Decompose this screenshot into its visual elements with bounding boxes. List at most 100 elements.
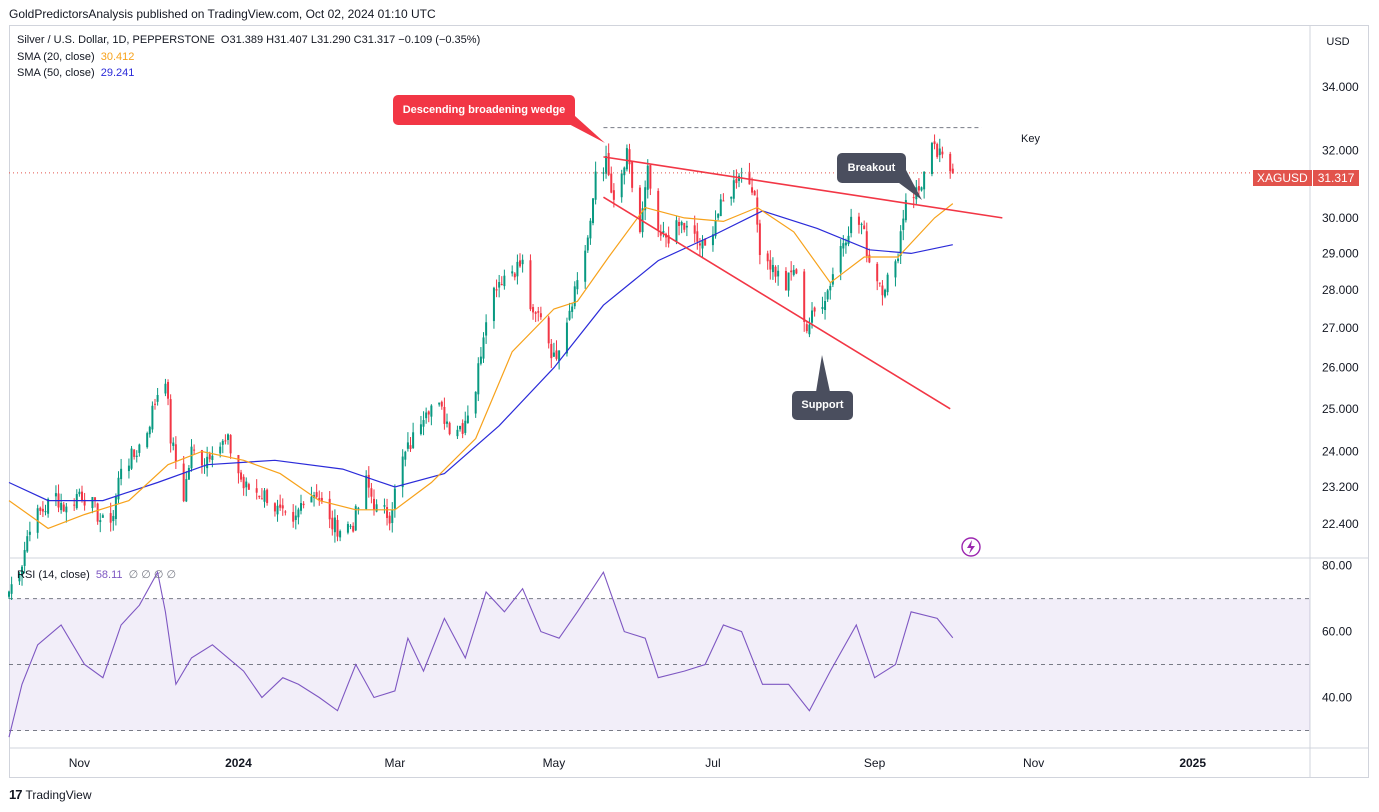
candle-body <box>461 423 464 434</box>
candle-body <box>899 231 902 256</box>
trendline-upper <box>603 156 1003 219</box>
candle-body <box>211 455 214 460</box>
candle-body <box>339 531 342 538</box>
publisher-line: GoldPredictorsAnalysis published on Trad… <box>9 7 436 21</box>
candle-body <box>44 511 47 513</box>
candle-body <box>130 448 133 469</box>
sma50-label: SMA (50, close) <box>17 67 95 79</box>
candle-body <box>748 171 751 185</box>
candle-body <box>649 165 652 189</box>
candle-body <box>117 477 120 500</box>
currency-selector[interactable]: USD <box>1326 36 1350 48</box>
candle-body <box>829 285 832 291</box>
candle-body <box>373 498 376 511</box>
candle-body <box>148 426 151 435</box>
candle-body <box>730 196 733 199</box>
candle-body <box>109 513 112 523</box>
time-tick-label: 2025 <box>1179 756 1206 770</box>
candle-body <box>857 216 860 225</box>
candle-body <box>349 525 352 527</box>
price-tick-label: 34.000 <box>1322 80 1359 94</box>
candle-body <box>842 243 845 249</box>
sma50-legend[interactable]: SMA (50, close) 29.241 <box>17 67 134 79</box>
wedge-callout[interactable]: Descending broadening wedge <box>393 95 575 125</box>
rsi-label: RSI (14, close) <box>17 569 90 581</box>
candle-body <box>659 232 662 236</box>
candle-body <box>41 508 44 512</box>
candle-body <box>78 491 81 495</box>
candle-body <box>714 220 717 237</box>
tradingview-logo-icon: 17 <box>9 787 23 802</box>
candle-body <box>185 479 188 502</box>
candle-body <box>383 505 386 507</box>
trendline-lower <box>603 196 951 410</box>
price-tick-label: 29.000 <box>1322 246 1359 260</box>
candle-body <box>623 167 626 176</box>
candle-body <box>826 290 829 300</box>
candle-body <box>521 259 524 265</box>
ohlc-values: O31.389 H31.407 L31.290 C31.317 −0.109 (… <box>220 34 481 46</box>
candle-body <box>534 312 537 314</box>
candle-body <box>839 246 842 273</box>
candle-body <box>625 148 628 170</box>
rsi-line <box>8 570 954 738</box>
candle-body <box>456 429 459 437</box>
flash-icon <box>961 537 981 557</box>
candle-body <box>923 171 926 190</box>
candle-body <box>511 271 514 274</box>
candle-body <box>495 289 498 291</box>
candle-body <box>805 324 808 332</box>
candle-body <box>753 191 756 196</box>
candle-body <box>206 456 209 469</box>
candle-body <box>266 489 269 504</box>
candle-body <box>503 275 506 287</box>
candle-body <box>112 515 115 522</box>
breakout-callout[interactable]: Breakout <box>837 153 906 183</box>
candle-body <box>318 497 321 500</box>
candle-body <box>229 435 232 454</box>
time-tick-label: Sep <box>864 756 886 770</box>
candle-body <box>565 322 568 354</box>
candle-body <box>263 490 266 502</box>
candle-body <box>529 260 532 310</box>
candle-body <box>242 476 245 489</box>
key-label: Key <box>1021 133 1040 145</box>
candle-body <box>821 306 824 310</box>
candle-body <box>459 425 462 430</box>
candle-body <box>370 488 373 497</box>
candle-body <box>844 242 847 246</box>
candle-body <box>412 432 415 448</box>
candle-body <box>401 456 404 488</box>
candle-body <box>320 497 323 501</box>
candle-body <box>73 504 76 506</box>
sma20-legend[interactable]: SMA (20, close) 30.412 <box>17 51 134 63</box>
candle-body <box>331 517 334 530</box>
sma20-value: 30.412 <box>100 51 135 63</box>
candle-body <box>951 168 954 173</box>
candle-body <box>902 218 905 230</box>
candle-body <box>787 272 790 291</box>
candle-body <box>537 311 540 313</box>
candle-body <box>803 271 806 322</box>
candle-body <box>573 286 576 307</box>
candle-body <box>482 337 485 359</box>
candle-body <box>54 493 57 497</box>
time-tick-label: Nov <box>69 756 90 770</box>
candle-body <box>466 415 469 423</box>
candle-body <box>933 141 936 145</box>
support-callout-pointer <box>816 355 830 392</box>
candle-body <box>260 498 263 500</box>
candle-body <box>884 289 887 297</box>
candle-body <box>568 310 571 320</box>
candle-body <box>174 444 177 462</box>
candle-body <box>881 285 884 296</box>
rsi-legend[interactable]: RSI (14, close) 58.11 ∅ ∅ ∅ ∅ <box>17 568 176 581</box>
footer[interactable]: 17 TradingView <box>9 787 92 802</box>
candle-body <box>39 507 42 511</box>
candle-body <box>774 266 777 277</box>
price-tag-symbol: XAGUSD <box>1253 170 1312 186</box>
candle-body <box>555 350 558 359</box>
candle-body <box>388 515 391 524</box>
support-callout[interactable]: Support <box>792 391 853 420</box>
